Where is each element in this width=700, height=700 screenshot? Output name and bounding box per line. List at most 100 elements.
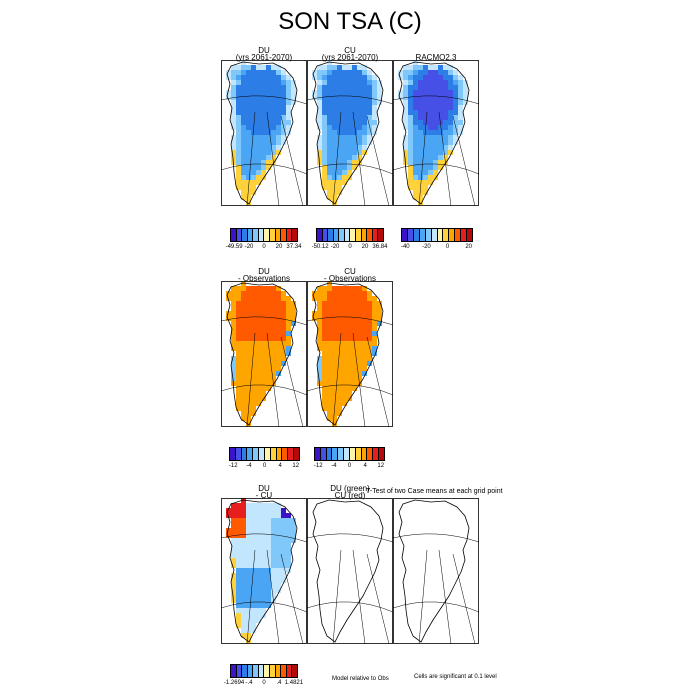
- grid-cell: [337, 361, 342, 366]
- grid-cell: [261, 175, 266, 180]
- grid-cell: [256, 311, 261, 316]
- graticule-line: [307, 533, 393, 543]
- grid-cell: [246, 75, 251, 80]
- grid-cell: [332, 411, 337, 416]
- grid-cell: [266, 578, 271, 583]
- grid-cell: [286, 543, 291, 548]
- grid-cell: [246, 538, 251, 543]
- grid-cell: [428, 135, 433, 140]
- grid-cell: [327, 281, 332, 286]
- grid-cell: [271, 145, 276, 150]
- grid-cell: [413, 125, 418, 130]
- grid-cell: [337, 75, 342, 80]
- colorbar-cell: [373, 448, 380, 460]
- grid-cell: [266, 85, 271, 90]
- grid-cell: [423, 70, 428, 75]
- grid-cell: [236, 85, 241, 90]
- grid-cell: [327, 135, 332, 140]
- colorbar-cell: [292, 665, 297, 677]
- grid-cell: [291, 100, 296, 105]
- grid-cell: [413, 150, 418, 155]
- grid-cell: [322, 75, 327, 80]
- grid-cell: [241, 361, 246, 366]
- heatmap-cells: [312, 281, 382, 426]
- grid-cell: [271, 351, 276, 356]
- colorbar-tick-label: -20: [422, 244, 431, 250]
- grid-cell: [276, 150, 281, 155]
- grid-cell: [332, 326, 337, 331]
- grid-cell: [246, 528, 251, 533]
- grid-cell: [448, 120, 453, 125]
- grid-cell: [251, 85, 256, 90]
- grid-cell: [377, 321, 382, 326]
- grid-cell: [433, 145, 438, 150]
- grid-cell: [246, 366, 251, 371]
- grid-cell: [337, 190, 342, 195]
- grid-cell: [281, 301, 286, 306]
- grid-cell: [367, 125, 372, 130]
- grid-cell: [418, 180, 423, 185]
- colorbar-cell: [275, 665, 282, 677]
- grid-cell: [276, 538, 281, 543]
- panel-title: DU (green): [330, 484, 370, 493]
- grid-cell: [372, 311, 377, 316]
- grid-cell: [241, 150, 246, 155]
- grid-cell: [337, 291, 342, 296]
- grid-cell: [261, 533, 266, 538]
- grid-cell: [286, 331, 291, 336]
- grid-cell: [413, 110, 418, 115]
- grid-cell: [322, 125, 327, 130]
- grid-cell: [256, 346, 261, 351]
- grid-cell: [246, 170, 251, 175]
- grid-cell: [281, 120, 286, 125]
- grid-cell: [266, 346, 271, 351]
- grid-cell: [241, 165, 246, 170]
- grid-cell: [271, 301, 276, 306]
- grid-cell: [418, 135, 423, 140]
- grid-cell: [251, 618, 256, 623]
- grid-cell: [413, 175, 418, 180]
- grid-cell: [261, 296, 266, 301]
- grid-cell: [332, 85, 337, 90]
- grid-cell: [362, 110, 367, 115]
- grid-cell: [246, 200, 251, 205]
- grid-cell: [317, 341, 322, 346]
- grid-cell: [372, 301, 377, 306]
- grid-cell: [271, 588, 276, 593]
- grid-cell: [433, 110, 438, 115]
- grid-cell: [443, 110, 448, 115]
- grid-cell: [236, 623, 241, 628]
- map-panel-cu-model: CU (yrs 2061-2070): [307, 47, 393, 206]
- grid-cell: [317, 125, 322, 130]
- grid-cell: [266, 80, 271, 85]
- grid-cell: [261, 316, 266, 321]
- grid-cell: [286, 513, 291, 518]
- grid-cell: [337, 366, 342, 371]
- grid-cell: [443, 85, 448, 90]
- graticule-line: [352, 549, 366, 644]
- colorbar-cell: [437, 229, 444, 241]
- grid-cell: [357, 105, 362, 110]
- grid-cell: [231, 578, 236, 583]
- grid-cell: [317, 366, 322, 371]
- grid-cell: [261, 140, 266, 145]
- grid-cell: [418, 70, 423, 75]
- grid-cell: [251, 528, 256, 533]
- grid-cell: [443, 90, 448, 95]
- grid-cell: [231, 90, 236, 95]
- grid-cell: [241, 180, 246, 185]
- grid-cell: [266, 598, 271, 603]
- grid-cell: [236, 336, 241, 341]
- grid-cell: [342, 80, 347, 85]
- graticule-line: [452, 115, 476, 206]
- grid-cell: [428, 130, 433, 135]
- grid-cell: [342, 75, 347, 80]
- grid-cell: [251, 583, 256, 588]
- grid-cell: [236, 326, 241, 331]
- grid-cell: [246, 356, 251, 361]
- grid-cell: [286, 130, 291, 135]
- greenland-map: [393, 498, 479, 644]
- grid-cell: [266, 503, 271, 508]
- grid-cell: [286, 518, 291, 523]
- grid-cell: [241, 311, 246, 316]
